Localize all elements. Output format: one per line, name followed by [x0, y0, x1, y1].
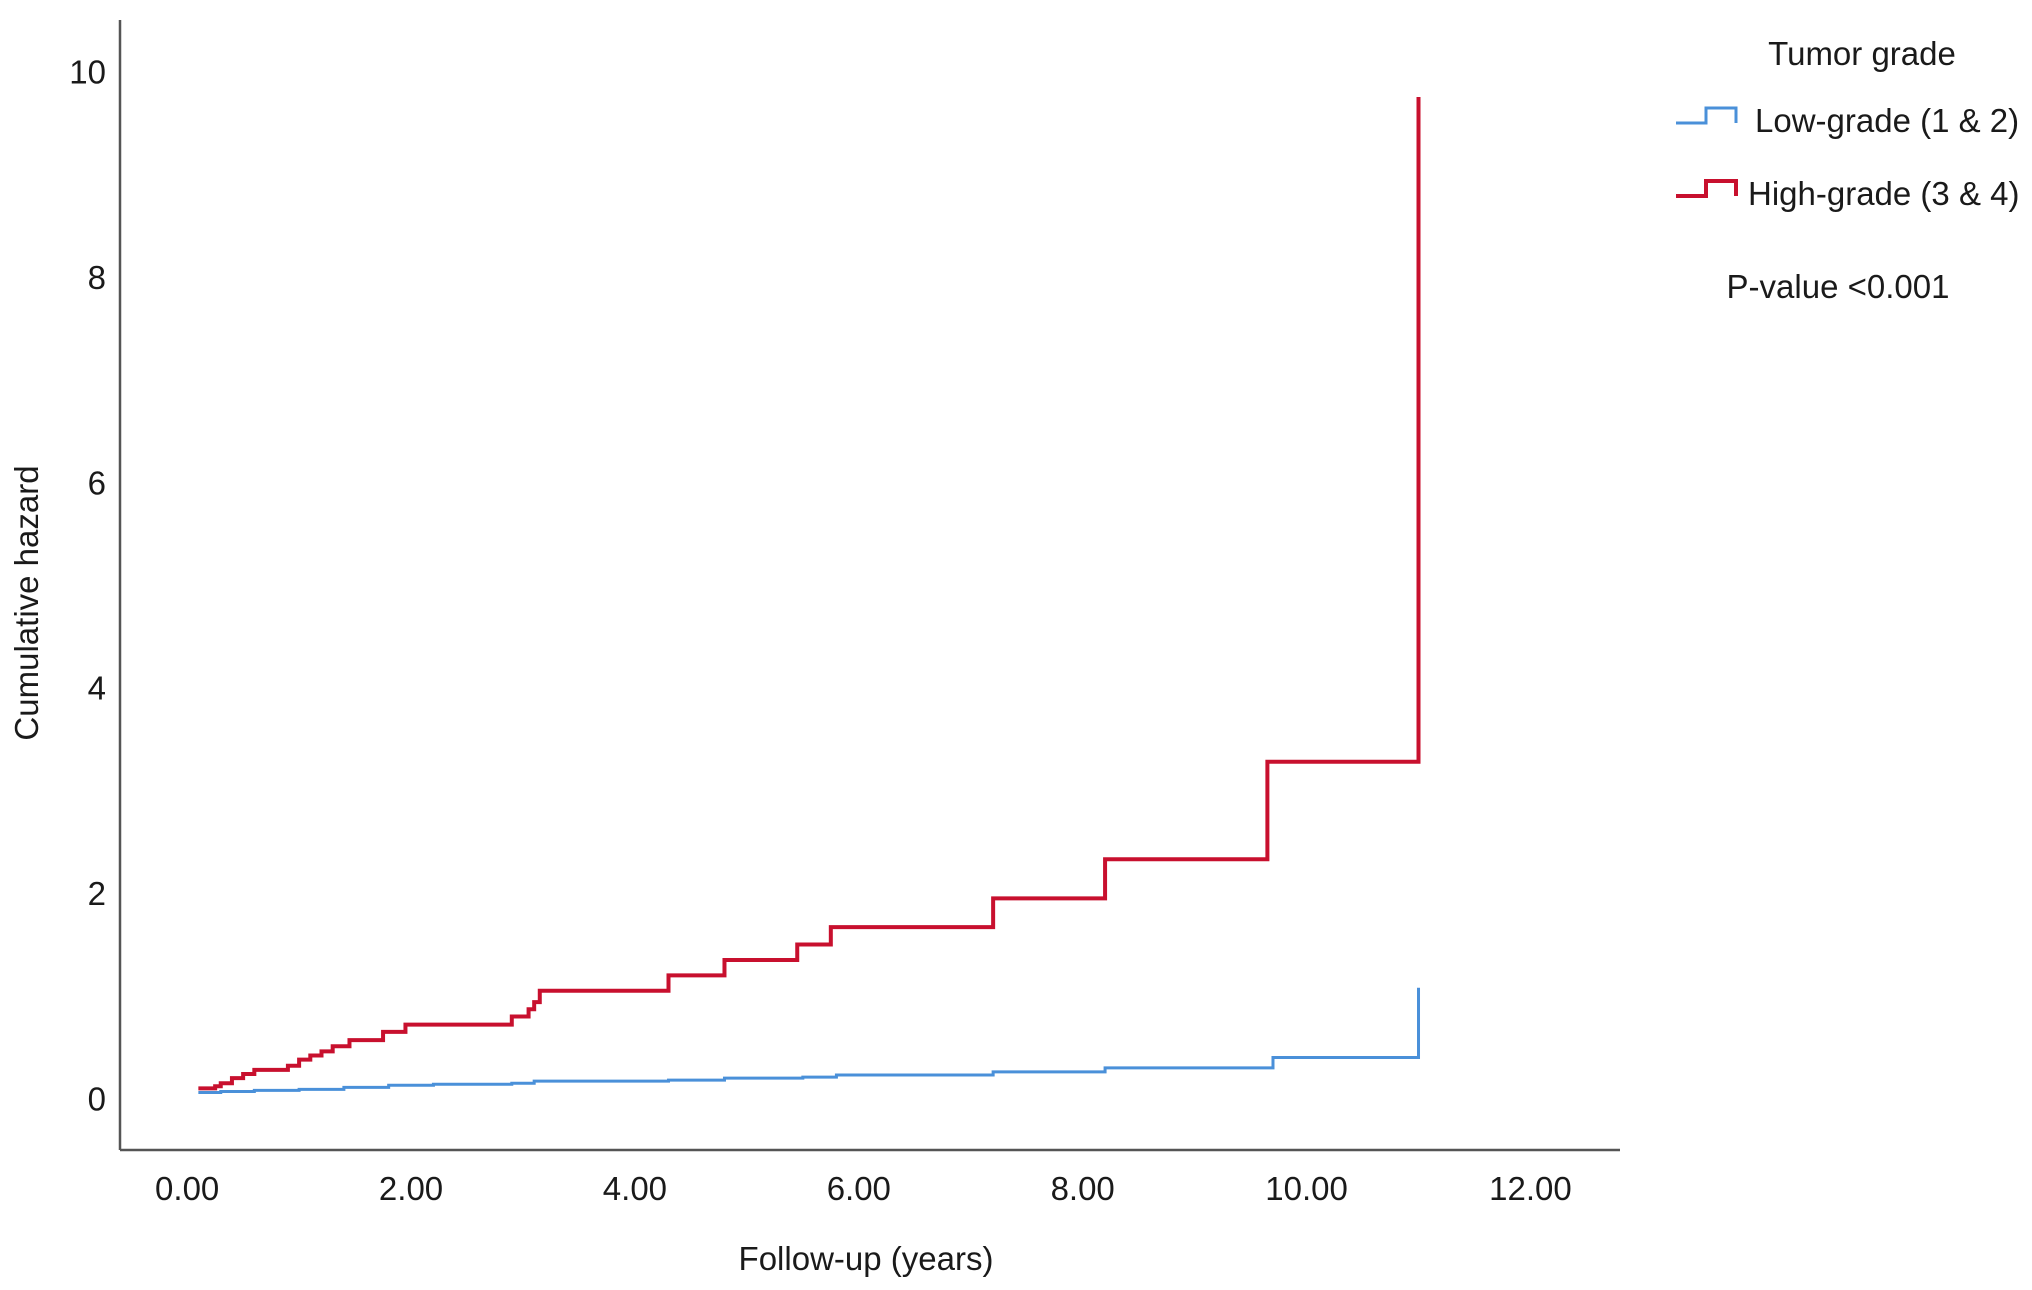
y-tick-label: 8 [88, 259, 106, 296]
legend-title: Tumor grade [1768, 35, 1956, 72]
y-tick-label: 10 [69, 53, 106, 90]
legend: Tumor grade Low-grade (1 & 2) High-grade … [1676, 35, 2019, 305]
y-axis-ticks: 0 2 4 6 8 10 [69, 53, 106, 1117]
legend-swatch-low-grade [1676, 106, 1738, 125]
p-value-note: P-value <0.001 [1727, 268, 1950, 305]
x-tick-label: 8.00 [1051, 1170, 1115, 1207]
x-tick-label: 2.00 [379, 1170, 443, 1207]
legend-entries: Low-grade (1 & 2) High-grade (3 & 4) [1676, 102, 2019, 212]
legend-swatch-high-grade [1676, 179, 1738, 198]
x-tick-label: 6.00 [827, 1170, 891, 1207]
y-tick-label: 4 [88, 670, 106, 707]
y-tick-label: 0 [88, 1081, 106, 1118]
x-tick-label: 4.00 [603, 1170, 667, 1207]
y-tick-label: 2 [88, 875, 106, 912]
x-tick-label: 12.00 [1489, 1170, 1572, 1207]
legend-label-high-grade: High-grade (3 & 4) [1748, 175, 2019, 212]
x-tick-label: 0.00 [155, 1170, 219, 1207]
series-lines [198, 97, 1421, 1094]
y-axis-title: Cumulative hazard [8, 465, 45, 740]
x-axis-title: Follow-up (years) [739, 1240, 994, 1277]
x-axis-ticks: 0.00 2.00 4.00 6.00 8.00 10.00 12.00 [155, 1170, 1572, 1207]
series-line-low-grade [198, 987, 1421, 1094]
axes [118, 20, 1620, 1152]
legend-label-low-grade: Low-grade (1 & 2) [1755, 102, 2019, 139]
x-tick-label: 10.00 [1265, 1170, 1348, 1207]
y-tick-label: 6 [88, 464, 106, 501]
series-line-high-grade [198, 97, 1421, 1091]
